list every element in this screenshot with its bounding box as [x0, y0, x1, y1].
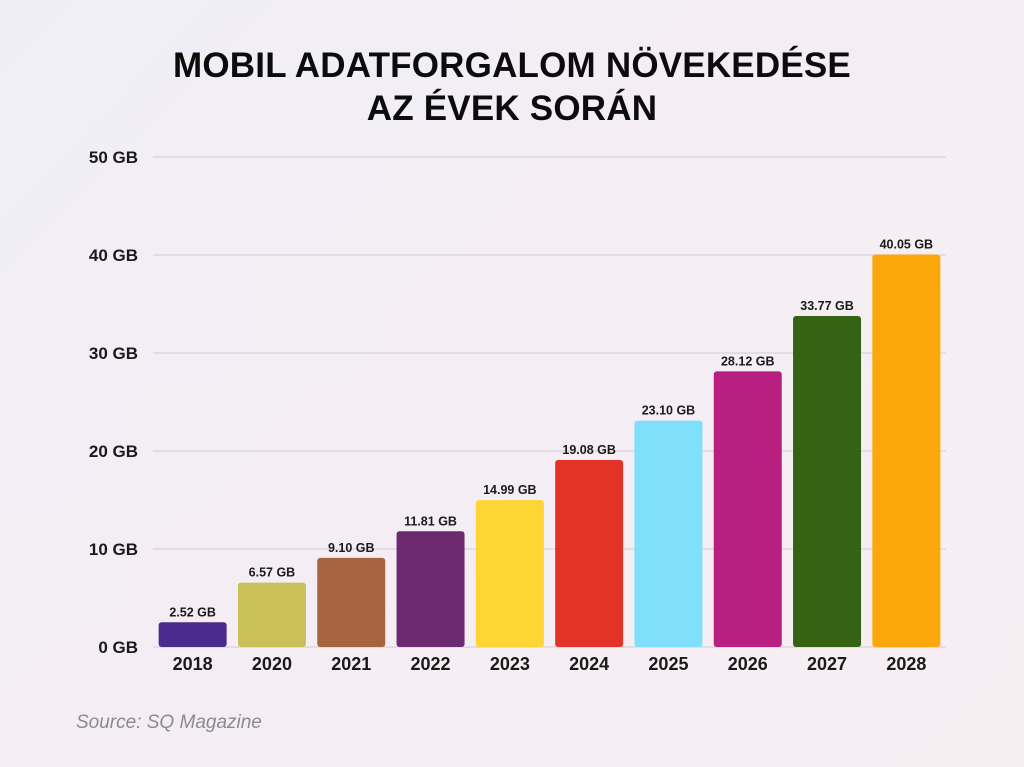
x-axis-ticks: 2018 2020 2021 2022 2023 2024 2025 2026 2027 2028: [173, 654, 927, 674]
bar-2018: [158, 622, 227, 647]
data-label: 19.08 GB: [562, 443, 616, 457]
x-tick-label: 2018: [173, 654, 213, 674]
y-tick-label: 20 GB: [89, 442, 138, 461]
chart-title-line-1: MOBIL ADATFORGALOM NÖVEKEDÉSE: [173, 46, 851, 85]
data-label: 2.52 GB: [169, 605, 216, 619]
bar-2026: [713, 371, 782, 647]
data-label: 14.99 GB: [483, 483, 537, 497]
data-label: 6.57 GB: [249, 566, 296, 580]
bars: [158, 254, 941, 647]
y-tick-label: 50 GB: [89, 148, 138, 167]
bar-2020: [237, 582, 306, 647]
data-label: 11.81 GB: [404, 514, 457, 528]
source-note: Source: SQ Magazine: [76, 712, 262, 733]
x-tick-label: 2026: [728, 654, 768, 674]
bar-2024: [555, 460, 624, 647]
data-label: 9.10 GB: [328, 541, 375, 555]
bar-2025: [634, 420, 703, 647]
x-tick-label: 2023: [490, 654, 530, 674]
bar-2023: [475, 500, 544, 647]
x-tick-label: 2025: [648, 654, 688, 674]
y-tick-label: 0 GB: [98, 638, 138, 657]
bar-2022: [396, 531, 465, 647]
data-labels: 2.52 GB 6.57 GB 9.10 GB 11.81 GB 14.99 GB 19.…: [169, 238, 933, 620]
y-tick-label: 10 GB: [89, 540, 138, 559]
x-tick-label: 2020: [252, 654, 292, 674]
data-label: 23.10 GB: [642, 404, 696, 418]
bar-2021: [317, 557, 386, 647]
y-tick-label: 30 GB: [89, 344, 138, 363]
data-label: 40.05 GB: [880, 238, 934, 252]
chart-title: MOBIL ADATFORGALOM NÖVEKEDÉSE AZ ÉVEK SO…: [0, 44, 1024, 130]
chart-title-line-2: AZ ÉVEK SORÁN: [366, 89, 658, 128]
x-tick-label: 2021: [331, 654, 371, 674]
x-tick-label: 2024: [569, 654, 609, 674]
x-tick-label: 2028: [886, 654, 926, 674]
y-axis-ticks: 0 GB 10 GB 20 GB 30 GB 40 GB 50 GB: [89, 148, 138, 657]
bar-2027: [793, 316, 862, 647]
x-tick-label: 2022: [411, 654, 451, 674]
y-tick-label: 40 GB: [89, 246, 138, 265]
data-label: 33.77 GB: [800, 299, 854, 313]
x-tick-label: 2027: [807, 654, 847, 674]
data-label: 28.12 GB: [721, 354, 775, 368]
bar-2028: [872, 254, 941, 647]
